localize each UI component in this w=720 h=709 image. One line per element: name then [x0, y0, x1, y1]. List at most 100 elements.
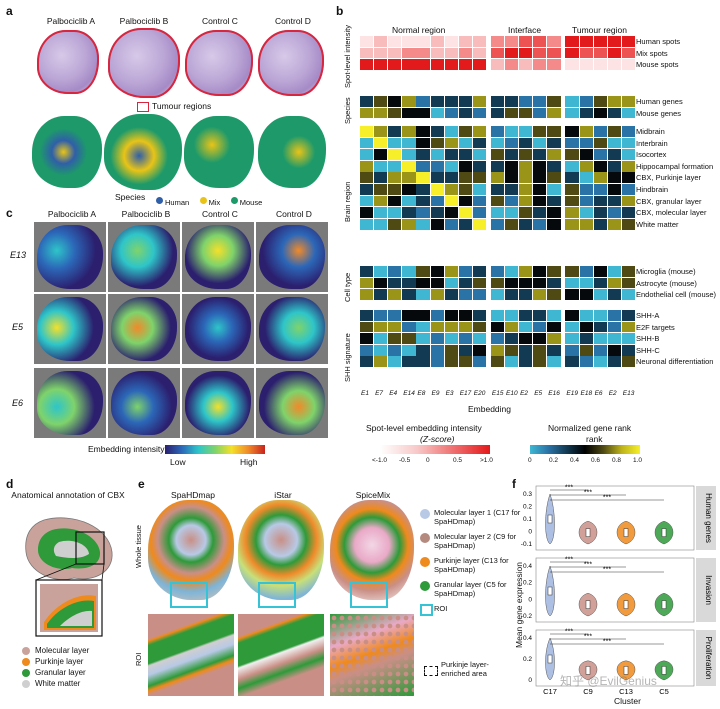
cbx-legend-item: Molecular layer — [22, 646, 89, 657]
heatmap-col-label: E10 — [506, 390, 518, 397]
panel-b-label: b — [336, 4, 344, 18]
violin-box — [547, 654, 553, 664]
heatmap-cell — [416, 172, 430, 184]
heatmap-cell — [547, 266, 561, 277]
y-tick-label: 0.4 — [523, 635, 532, 642]
heatmap-cell — [472, 160, 487, 172]
layer-legend-label: Molecular layer 2 (C9 for SpaHDmap) — [434, 532, 517, 550]
heatmap-cell — [458, 333, 472, 344]
f-ylabel: Mean gene expression — [514, 561, 524, 648]
heatmap-cell — [430, 289, 444, 300]
heatmap-cell — [519, 36, 533, 47]
cbar2-tick: 0.2 — [549, 457, 559, 464]
heatmap-cell — [430, 310, 444, 321]
heatmap-cell — [519, 137, 533, 149]
heatmap-cell — [505, 333, 519, 344]
heatmap-cell — [579, 333, 593, 344]
heatmap-cell — [565, 47, 579, 59]
violin-box — [661, 528, 667, 537]
heatmap-cell — [388, 344, 402, 356]
heatmap-cell — [579, 184, 593, 195]
heatmap-cell — [579, 36, 593, 47]
cbx-legend-label: Purkinje layer — [35, 657, 84, 666]
heatmap-cell — [579, 149, 593, 160]
heatmap-cell — [490, 96, 505, 107]
heatmap-cell — [607, 218, 621, 230]
heatmap-cell — [593, 126, 607, 137]
heatmap-cell — [565, 172, 579, 184]
c-colorbar — [165, 445, 265, 454]
facet-label: Invasion — [704, 575, 713, 605]
region-header-normal: Normal region — [392, 25, 446, 35]
heatmap-cell — [505, 184, 519, 195]
heatmap-cell — [490, 36, 505, 47]
heatmap-cell — [547, 344, 561, 356]
heatmap-cell — [360, 321, 374, 333]
heatmap-cell — [458, 36, 472, 47]
heatmap-cell — [533, 47, 547, 59]
heatmap-cell — [579, 137, 593, 149]
heatmap-cell — [565, 96, 579, 107]
heatmap-cell — [593, 310, 607, 321]
heatmap-cell — [607, 356, 621, 368]
heatmap-cell — [388, 333, 402, 344]
heatmap-cell — [444, 96, 458, 107]
heatmap-cell — [402, 333, 416, 344]
heatmap-cell — [533, 266, 547, 277]
heatmap-cell — [374, 172, 388, 184]
row-label-e13: E13 — [10, 250, 27, 260]
violin-box — [547, 586, 553, 596]
sample-label-c2: Palbociclib B — [121, 209, 171, 219]
tumour-legend-label: Tumour regions — [152, 101, 212, 111]
facet-label: Proliferation — [704, 637, 713, 680]
heatmap-cell — [593, 160, 607, 172]
heatmap-cell — [360, 277, 374, 289]
sig-label: *** — [565, 629, 573, 636]
y-tick-label: 0.2 — [523, 504, 532, 511]
heatmap-cell — [505, 289, 519, 300]
heatmap-cell — [607, 107, 621, 119]
heatmap-cell — [402, 47, 416, 59]
layer-legend-item: Purkinje layer (C13 for SpaHDmap) — [420, 556, 526, 574]
heatmap-cell — [490, 333, 505, 344]
embedding-map-2-4 — [256, 294, 328, 364]
heatmap-cell — [593, 172, 607, 184]
heatmap-cell — [621, 333, 636, 344]
embedding-map-2-1 — [34, 294, 106, 364]
heatmap-cell — [360, 172, 374, 184]
heatmap-cell — [444, 36, 458, 47]
heatmap-cell — [472, 218, 487, 230]
heatmap-cell — [360, 356, 374, 368]
heatmap-cell — [374, 137, 388, 149]
he-image-a3 — [185, 30, 253, 96]
layer-legend-item: Molecular layer 1 (C17 for SpaHDmap) — [420, 508, 526, 526]
heatmap-cell — [402, 266, 416, 277]
heatmap-col-label: E9 — [431, 390, 440, 397]
heatmap-cell — [565, 277, 579, 289]
heatmap-cell — [472, 310, 487, 321]
heatmap-cell — [519, 356, 533, 368]
cbx-legend-label: Granular layer — [35, 668, 86, 677]
heatmap-cell — [547, 47, 561, 59]
heatmap-cell — [430, 321, 444, 333]
heatmap-cell — [519, 195, 533, 207]
heatmap-cell — [472, 126, 487, 137]
heatmap-cell — [444, 218, 458, 230]
embedding-map-2-2 — [108, 294, 180, 364]
panel-a-label: a — [6, 4, 13, 18]
cbar2-tick: 1.0 — [633, 457, 643, 464]
heatmap-cell — [593, 218, 607, 230]
y-tick-label: -0.1 — [521, 541, 533, 548]
heatmap-cell — [444, 321, 458, 333]
heatmap-cell — [607, 36, 621, 47]
heatmap-col-label: E6 — [594, 390, 603, 397]
layer-legend: Molecular layer 1 (C17 for SpaHDmap) Mole… — [420, 508, 526, 619]
heatmap-row-label: SHH-B — [636, 334, 660, 344]
violin-box — [547, 514, 553, 524]
violin-chart: Human genes 0.3 0.2 0.1 0 -0.1 *** *** *** Invasi… — [521, 485, 716, 696]
heatmap-cell — [607, 207, 621, 218]
heatmap-cell — [458, 149, 472, 160]
heatmap-cell — [360, 289, 374, 300]
heatmap-cell — [579, 266, 593, 277]
heatmap-cell — [519, 160, 533, 172]
